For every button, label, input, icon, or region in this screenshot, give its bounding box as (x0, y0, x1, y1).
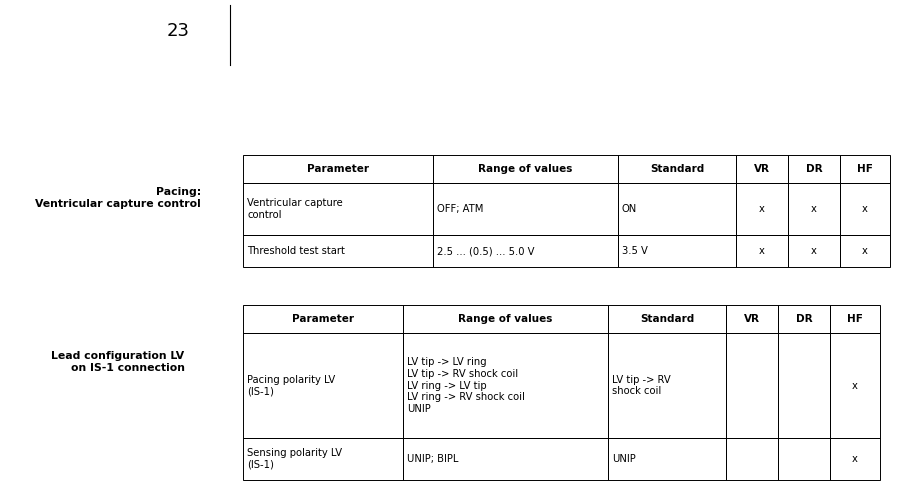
Bar (788, 183, 840, 235)
Bar (403, 438, 608, 480)
Bar (243, 333, 403, 438)
Bar (433, 235, 618, 267)
Bar (736, 155, 788, 183)
Bar (840, 183, 890, 235)
Text: x: x (852, 380, 858, 390)
Text: 3.5 V: 3.5 V (622, 246, 648, 256)
Bar (403, 305, 608, 333)
Text: Threshold test start: Threshold test start (247, 246, 345, 256)
Text: VR: VR (754, 164, 770, 174)
Bar (243, 155, 433, 183)
Bar (778, 438, 830, 480)
Bar (830, 305, 880, 333)
Bar (433, 183, 618, 235)
Bar (726, 305, 778, 333)
Bar (618, 183, 736, 235)
Text: Parameter: Parameter (292, 314, 354, 324)
Bar (788, 235, 840, 267)
Text: DR: DR (805, 164, 823, 174)
Bar (403, 333, 608, 438)
Bar (243, 235, 433, 267)
Text: LV tip -> LV ring
LV tip -> RV shock coil
LV ring -> LV tip
LV ring -> RV shock : LV tip -> LV ring LV tip -> RV shock coi… (407, 357, 525, 413)
Bar (778, 333, 830, 438)
Text: OFF; ATM: OFF; ATM (437, 204, 483, 214)
Text: ON: ON (622, 204, 637, 214)
Text: 23: 23 (167, 22, 189, 40)
Bar (788, 155, 840, 183)
Bar (608, 305, 726, 333)
Text: Pacing polarity LV
(IS-1): Pacing polarity LV (IS-1) (247, 375, 335, 396)
Bar (433, 155, 618, 183)
Bar (736, 235, 788, 267)
Text: Ventricular capture
control: Ventricular capture control (247, 198, 342, 220)
Text: LV tip -> RV
shock coil: LV tip -> RV shock coil (612, 375, 670, 396)
Text: x: x (811, 204, 817, 214)
Bar (243, 438, 403, 480)
Bar (830, 333, 880, 438)
Text: x: x (862, 204, 868, 214)
Bar (608, 438, 726, 480)
Bar (608, 333, 726, 438)
Bar (726, 438, 778, 480)
Text: Sensing polarity LV
(IS-1): Sensing polarity LV (IS-1) (247, 448, 342, 470)
Bar (726, 333, 778, 438)
Bar (736, 183, 788, 235)
Text: Lead configuration LV
on IS-1 connection: Lead configuration LV on IS-1 connection (51, 351, 185, 373)
Bar (618, 235, 736, 267)
Bar (840, 235, 890, 267)
Bar (243, 183, 433, 235)
Bar (243, 305, 403, 333)
Text: DR: DR (796, 314, 813, 324)
Text: HF: HF (857, 164, 873, 174)
Text: UNIP; BIPL: UNIP; BIPL (407, 454, 459, 464)
Text: HF: HF (847, 314, 863, 324)
Text: x: x (811, 246, 817, 256)
Text: x: x (759, 246, 765, 256)
Text: x: x (852, 454, 858, 464)
Bar (778, 305, 830, 333)
Text: Standard: Standard (650, 164, 704, 174)
Text: Pacing:
Ventricular capture control: Pacing: Ventricular capture control (35, 187, 201, 209)
Bar (840, 155, 890, 183)
Bar (830, 438, 880, 480)
Text: Parameter: Parameter (307, 164, 369, 174)
Text: Standard: Standard (640, 314, 694, 324)
Text: x: x (759, 204, 765, 214)
Text: x: x (862, 246, 868, 256)
Text: Range of values: Range of values (459, 314, 552, 324)
Text: 2.5 ... (0.5) ... 5.0 V: 2.5 ... (0.5) ... 5.0 V (437, 246, 534, 256)
Text: VR: VR (744, 314, 760, 324)
Text: Range of values: Range of values (478, 164, 573, 174)
Bar (618, 155, 736, 183)
Text: UNIP: UNIP (612, 454, 636, 464)
